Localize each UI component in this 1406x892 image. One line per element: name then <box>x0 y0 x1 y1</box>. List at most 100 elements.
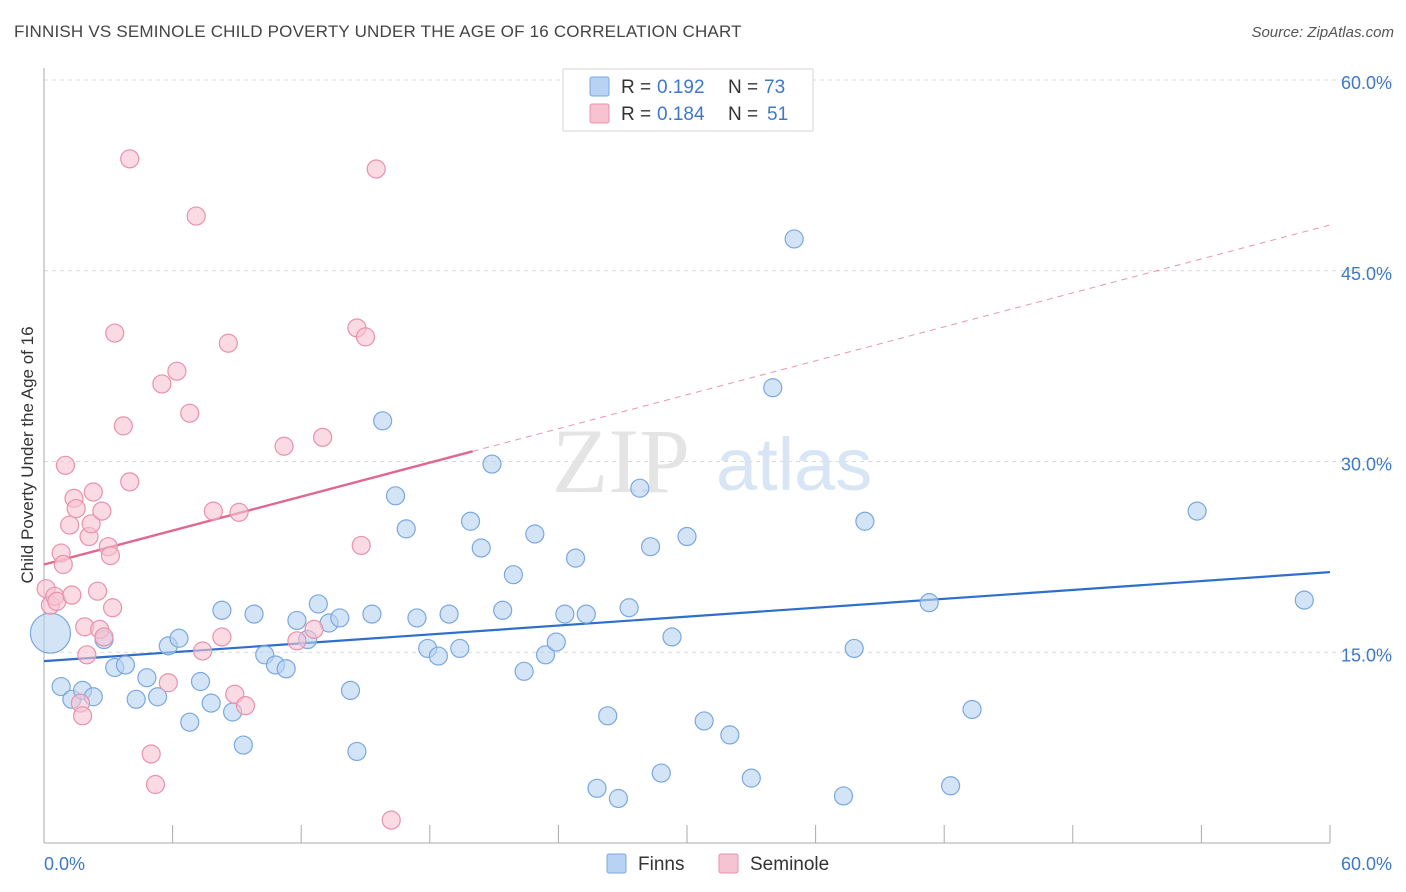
finns-point <box>525 524 545 544</box>
seminole-point <box>94 627 114 647</box>
source-label: Source: ZipAtlas.com <box>1251 24 1394 41</box>
watermark: ZIP atlas <box>552 410 872 512</box>
legend-n-label-finns: N = <box>728 77 758 98</box>
finns-point <box>396 519 416 539</box>
legend-swatch-finns <box>589 76 610 97</box>
finns-point <box>407 608 427 628</box>
finns-point <box>587 778 607 798</box>
finns-point <box>482 454 502 474</box>
seminole-point <box>304 619 324 639</box>
seminole-point <box>55 455 76 475</box>
finns-point <box>763 378 783 398</box>
y-tick-label: 30.0% <box>1341 455 1392 475</box>
finns-point <box>362 604 382 624</box>
legend-r-label-seminole: R = <box>621 104 651 125</box>
finns-point <box>855 511 875 531</box>
finns-point <box>340 680 361 701</box>
legend-n-value-finns: 73 <box>764 77 785 98</box>
finns-point <box>308 594 328 614</box>
seminole-point <box>235 696 256 716</box>
finns-point <box>460 511 481 531</box>
bottom-legend-swatch-finns <box>606 853 627 874</box>
seminole-point <box>105 323 125 343</box>
seminole-point <box>351 535 371 556</box>
finns-point <box>51 676 71 697</box>
finns-point <box>190 671 211 692</box>
finns-point <box>29 612 72 654</box>
y-tick-label: 60.0% <box>1341 73 1392 93</box>
y-axis-label: Child Poverty Under the Age of 16 <box>18 326 37 583</box>
finns-point <box>619 598 639 618</box>
seminole-point <box>287 631 307 651</box>
seminole-point <box>60 515 80 535</box>
seminole-point <box>81 514 101 534</box>
finns-point <box>330 608 350 628</box>
finns-point <box>201 693 221 713</box>
seminole-point <box>152 374 172 394</box>
finns-point <box>147 687 168 707</box>
finns-point <box>126 689 146 709</box>
legend-swatch-seminole <box>589 103 610 124</box>
finns-point <box>212 600 232 620</box>
bottom-legend-label-seminole: Seminole <box>750 854 829 875</box>
seminole-point <box>92 501 112 521</box>
legend-n-value-seminole: 51 <box>767 104 788 125</box>
chart-title: FINNISH VS SEMINOLE CHILD POVERTY UNDER … <box>14 22 742 41</box>
finns-point <box>565 548 586 568</box>
finns-point <box>1294 590 1314 610</box>
finns-point <box>844 638 864 659</box>
finns-point <box>555 604 575 624</box>
seminole-point <box>158 673 178 693</box>
finns-point <box>244 604 264 624</box>
legend: R = 0.192 N = 73 R = 0.184 N = 51 <box>562 68 814 132</box>
finns-point <box>598 706 618 726</box>
finns-point <box>385 486 406 506</box>
seminole-point <box>120 149 140 169</box>
finns-point <box>233 735 253 755</box>
finns-point <box>428 646 448 666</box>
seminole-point <box>53 554 73 575</box>
bottom-legend: Finns Seminole <box>606 853 829 875</box>
finns-point <box>941 776 961 796</box>
seminole-trend-extension <box>472 224 1331 452</box>
seminole-point <box>274 436 294 456</box>
data-points <box>29 149 1314 830</box>
finns-point <box>287 610 307 631</box>
finns-point <box>720 725 740 745</box>
y-tick-label: 15.0% <box>1341 645 1392 665</box>
seminole-point <box>167 361 187 381</box>
seminole-point <box>87 581 108 601</box>
finns-point <box>373 411 393 431</box>
x-tick-label: 0.0% <box>44 854 85 874</box>
gridlines <box>44 79 1394 653</box>
seminole-point <box>212 627 232 647</box>
finns-point <box>694 711 714 731</box>
finns-point <box>741 768 761 788</box>
seminole-point <box>180 403 200 423</box>
seminole-point <box>218 333 238 353</box>
seminole-point <box>66 498 86 519</box>
finns-point <box>471 538 491 558</box>
finns-trend-line <box>43 571 1331 663</box>
seminole-point <box>355 327 376 347</box>
axes <box>43 68 1331 844</box>
finns-point <box>493 600 513 620</box>
seminole-point <box>229 502 249 522</box>
finns-point <box>662 627 682 647</box>
finns-point <box>962 699 982 720</box>
seminole-point <box>366 159 386 179</box>
seminole-point <box>120 472 140 492</box>
bottom-legend-swatch-seminole <box>718 853 739 874</box>
seminole-point <box>72 706 93 726</box>
finns-point <box>833 786 854 806</box>
seminole-point <box>62 585 82 605</box>
finns-point <box>276 659 296 679</box>
finns-point <box>640 537 661 557</box>
seminole-point <box>145 774 166 795</box>
finns-point <box>450 638 470 659</box>
seminole-point <box>113 416 133 436</box>
watermark-zip: ZIP <box>552 410 690 512</box>
finns-point <box>115 655 136 675</box>
finns-point <box>1187 501 1207 521</box>
bottom-legend-label-finns: Finns <box>638 854 684 875</box>
